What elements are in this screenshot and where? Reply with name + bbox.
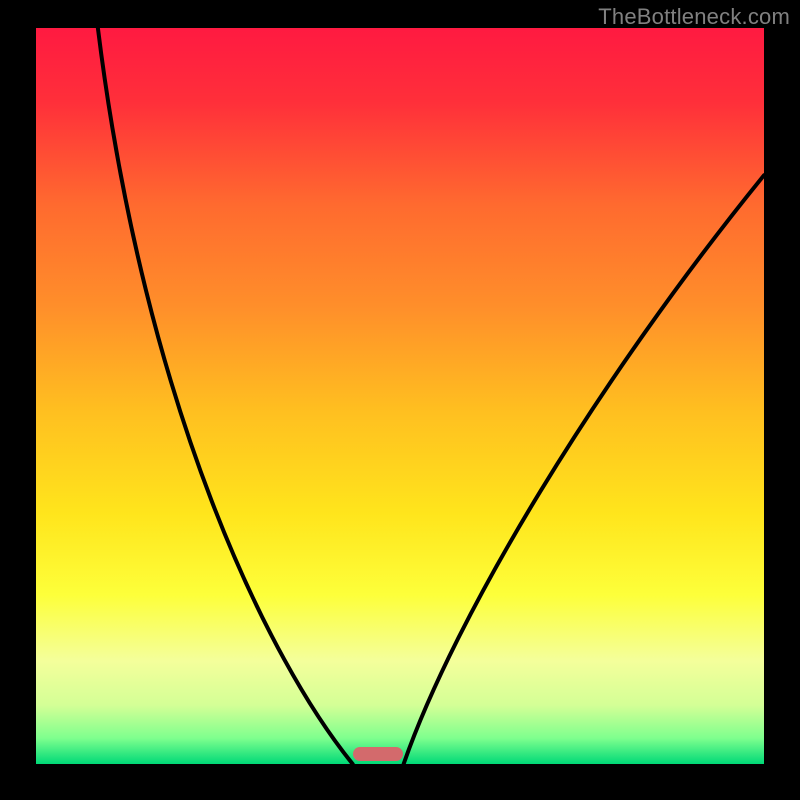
watermark-text: TheBottleneck.com <box>598 4 790 30</box>
curves-svg <box>36 28 764 764</box>
right-curve <box>404 175 764 764</box>
left-curve <box>98 28 353 764</box>
bottleneck-marker <box>353 747 403 761</box>
plot-area <box>36 28 764 764</box>
chart-container: TheBottleneck.com <box>0 0 800 800</box>
